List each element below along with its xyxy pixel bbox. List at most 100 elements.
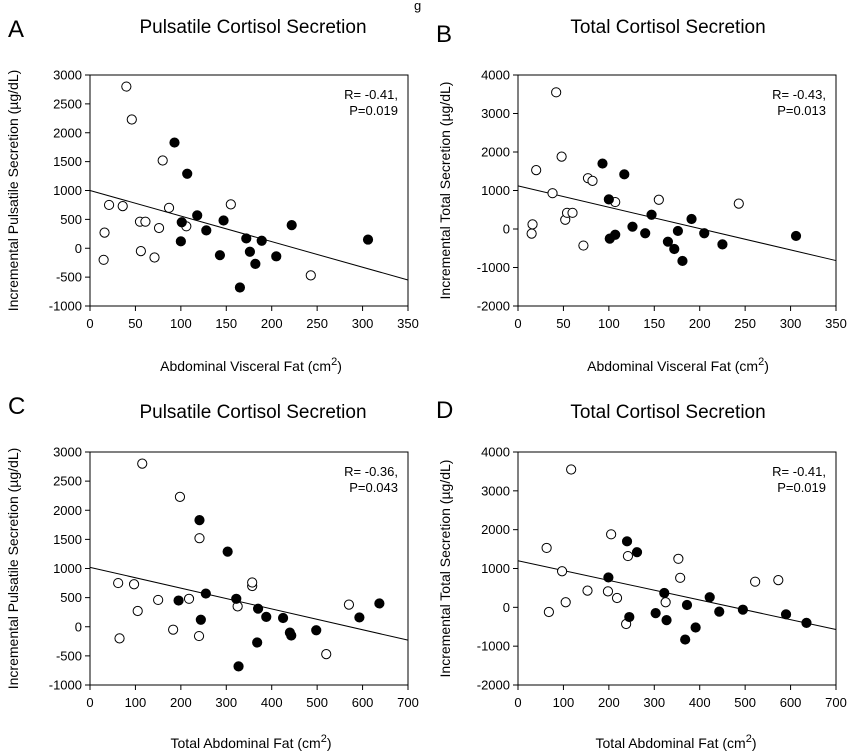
panel-c-open-point [247,577,258,588]
panel-a-open-point [121,81,132,92]
panel-b-filled-point [677,255,688,267]
panel-d-open-point [543,606,554,618]
panel-d-open-point [556,566,568,577]
panel-c-x-tick-label: 400 [261,695,283,710]
panel-a-open-point [98,254,109,265]
panel-d-filled-point [704,592,715,603]
panel-c-filled-point [233,661,244,672]
panel-a-open-point [163,202,175,213]
panel-d-stat-line: P=0.019 [777,480,826,495]
panel-d-x-tick-label: 700 [825,695,847,710]
panel-a-open-point [117,200,128,212]
panel-d-x-axis-label-tail: ) [752,735,757,751]
panel-c-y-tick-label: 1500 [53,532,82,547]
panel-a-x-axis-label-sup: 2 [331,356,337,368]
panel-c-open-point [113,577,124,589]
panel-a-filled-point [201,225,212,236]
panel-c-x-tick-label: 100 [125,695,147,710]
panel-a-filled-point [218,215,229,226]
panel-a-x-tick-label: 350 [397,316,419,331]
top-edge-text: g [414,0,421,13]
panel-b-filled-point [603,194,614,205]
panel-b-filled-point [672,225,684,237]
panel-a-y-tick-label: 500 [60,212,82,227]
panel-c-y-tick-label: 3000 [53,445,82,460]
panel-b-filled-point [717,239,728,250]
panel-a-filled-point [362,234,374,245]
panel-b-filled-point [640,228,651,239]
panel-c-y-tick-label: 500 [60,590,82,605]
panel-c-filled-point [286,630,297,641]
panel-c-filled-point [195,614,206,625]
panel-a-y-tick-label: -500 [56,270,82,285]
panel-b-filled-point [669,243,680,255]
panel-c-filled-point [311,625,322,636]
panel-c-open-point [183,593,195,604]
panel-d-open-point [582,585,593,596]
panel-a-open-point [149,252,160,263]
panel-b-letter: B [436,21,452,48]
panel-a-x-tick-label: 250 [306,316,328,331]
panel-d-x-tick-label: 500 [734,695,756,710]
panel-b-y-tick-label: 1000 [481,183,510,198]
panel-b-x-axis-label: Abdominal Visceral Fat (cm2) [587,356,769,374]
panel-b-open-point [578,240,589,251]
panel-a-open-point [225,199,236,210]
panel-b-x-tick-label: 300 [780,316,802,331]
panel-a-x-tick-label: 300 [352,316,374,331]
panel-d-filled-point [650,608,661,619]
panel-d-letter: D [436,397,453,424]
panel-c-y-tick-label: 1000 [53,561,82,576]
panel-d-open-point [773,575,784,586]
panel-c-open-point [321,649,332,660]
panel-d-open-point [541,542,552,554]
panel-a-filled-point [241,233,252,244]
panel-a-filled-point [271,251,282,262]
panel-d-open-point [606,529,617,540]
panel-b-x-tick-label: 50 [556,316,570,331]
panel-a-x-axis-label: Abdominal Visceral Fat (cm2) [160,356,342,374]
panel-b-x-axis-label-tail: ) [764,358,769,374]
panel-a-open-point [157,155,168,166]
panel-b-filled-point [627,221,638,232]
panel-d-filled-point [631,547,643,558]
panel-b-y-tick-label: 0 [503,222,510,237]
panel-d-y-axis-label: Incremental Total Secretion (µg/dL) [437,460,453,678]
panel-b-filled-point [597,158,608,169]
panel-d-x-tick-label: 600 [780,695,802,710]
panel-c-x-axis-label-tail: ) [327,735,332,751]
panel-b-x-tick-label: 250 [734,316,756,331]
panel-c-filled-point [222,546,233,557]
panel-a-x-axis-label-tail: ) [337,358,342,374]
panel-d-x-tick-label: 100 [553,695,575,710]
panel-d-open-point [660,597,671,608]
panel-d-open-point [750,576,761,587]
panel-d-y-tick-label: -1000 [477,639,510,654]
panel-b-regression-line [517,185,837,262]
panel-c-open-point [174,491,186,502]
panel-d-open-point [602,586,614,597]
panel-a-x-tick-label: 0 [86,316,93,331]
panel-b-y-tick-label: 3000 [481,106,510,121]
panel-d-filled-point [780,609,792,620]
panel-d-x-tick-label: 300 [643,695,665,710]
panel-c-open-point [153,594,164,606]
panel-d-y-tick-label: 1000 [481,561,510,576]
panel-c-open-point [114,633,125,644]
panel-d-x-axis-label: Total Abdominal Fat (cm2) [596,733,757,751]
panel-b-open-point [551,87,562,98]
panel-c-open-point [137,458,148,469]
panel-b-filled-point [610,229,621,240]
panel-a-filled-point [169,137,180,148]
panel-b-title: Total Cortisol Secretion [570,17,765,38]
panel-b-x-tick-label: 150 [643,316,665,331]
panel-a-x-tick-label: 50 [128,316,142,331]
panel-d-open-point [673,553,684,564]
panel-c-y-tick-label: -1000 [49,678,82,693]
panel-b-stat-line: R= -0.43, [772,87,826,102]
panel-b-open-point [733,198,744,209]
panel-d-open-point [560,597,571,608]
panel-b-x-tick-label: 100 [598,316,620,331]
panel-d-filled-point [624,611,635,623]
